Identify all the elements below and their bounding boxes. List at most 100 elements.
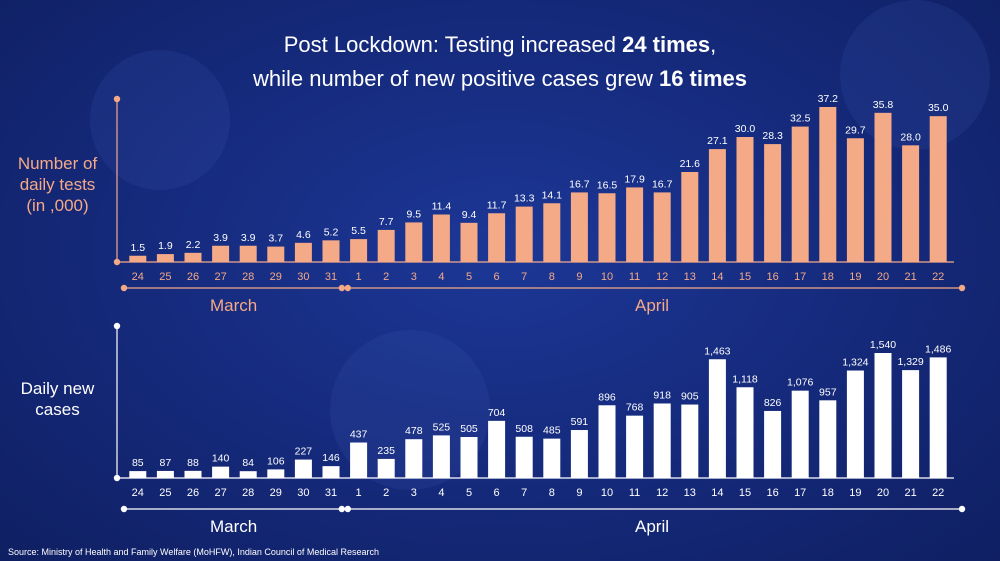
cases-x-tick-label: 26 — [187, 487, 199, 499]
tests-y-axis-dot-top — [113, 95, 121, 103]
tests-bar — [736, 137, 754, 262]
cases-data-label: 768 — [626, 402, 644, 414]
cases-data-label: 485 — [543, 425, 561, 437]
cases-x-tick-label: 8 — [549, 487, 555, 499]
cases-x-tick-label: 24 — [132, 487, 144, 499]
tests-x-tick-label: 15 — [739, 271, 751, 283]
tests-y-axis-label: Number of daily tests (in ,000) — [17, 154, 98, 215]
cases-bar — [570, 430, 588, 478]
cases-data-label: 505 — [460, 423, 478, 435]
tests-data-label: 3.7 — [268, 233, 283, 245]
cases-x-tick-label: 10 — [601, 487, 613, 499]
cases-x-tick-label: 7 — [521, 487, 527, 499]
tests-data-label: 9.5 — [406, 208, 421, 220]
cases-x-tick-label: 5 — [466, 487, 472, 499]
cases-data-label: 87 — [160, 457, 172, 469]
cases-bar — [239, 471, 257, 478]
cases-x-tick-label: 30 — [297, 487, 309, 499]
tests-data-label: 35.0 — [928, 102, 949, 114]
tests-x-tick-label: 17 — [794, 271, 806, 283]
tests-x-tick-label: 7 — [521, 271, 527, 283]
tests-data-label: 16.7 — [652, 178, 673, 190]
background-virus-decoration — [90, 50, 230, 190]
tests-bar — [377, 229, 395, 262]
tests-month-bracket-dot — [958, 284, 966, 292]
cases-data-label: 437 — [350, 429, 368, 441]
tests-x-tick-label: 22 — [932, 271, 944, 283]
cases-bar — [708, 359, 726, 478]
cases-bar — [322, 466, 340, 478]
tests-data-label: 3.9 — [241, 232, 256, 244]
cases-bar — [405, 439, 423, 478]
cases-x-tick-label: 2 — [383, 487, 389, 499]
cases-data-label: 146 — [322, 452, 340, 464]
cases-bar — [543, 438, 561, 478]
tests-x-tick-label: 27 — [214, 271, 226, 283]
cases-x-tick-label: 6 — [494, 487, 500, 499]
source-note: Source: Ministry of Health and Family We… — [8, 547, 379, 557]
tests-data-label: 30.0 — [735, 123, 756, 135]
tests-bar — [570, 192, 588, 262]
tests-x-tick-label: 3 — [411, 271, 417, 283]
tests-data-label: 1.5 — [130, 242, 145, 254]
cases-bar — [819, 400, 837, 478]
tests-x-tick-label: 6 — [494, 271, 500, 283]
tests-data-label: 9.4 — [462, 209, 477, 221]
tests-bar — [488, 213, 506, 262]
tests-bar — [184, 252, 202, 262]
cases-data-label: 84 — [242, 457, 254, 469]
tests-data-label: 5.5 — [351, 225, 366, 237]
month-label-april-cases: April — [635, 517, 670, 536]
month-label-april-tests: April — [635, 296, 670, 315]
tests-bar — [405, 222, 423, 262]
cases-data-label: 85 — [132, 457, 144, 469]
tests-x-tick-label: 19 — [849, 271, 861, 283]
cases-data-label: 106 — [267, 455, 285, 467]
tests-x-tick-label: 1 — [356, 271, 362, 283]
cases-x-tick-label: 1 — [356, 487, 362, 499]
tests-bar — [350, 239, 368, 262]
cases-bar — [156, 470, 174, 478]
cases-x-tick-label: 11 — [629, 487, 640, 499]
tests-data-label: 28.3 — [762, 130, 783, 142]
cases-x-tick-label: 16 — [766, 487, 778, 499]
tests-bar — [819, 107, 837, 262]
tests-x-tick-label: 26 — [187, 271, 199, 283]
cases-bar — [129, 471, 147, 478]
tests-bar — [294, 242, 312, 262]
tests-bar — [708, 149, 726, 262]
cases-x-tick-label: 4 — [438, 487, 444, 499]
tests-x-tick-label: 29 — [270, 271, 282, 283]
tests-x-tick-label: 20 — [877, 271, 889, 283]
cases-bar — [432, 435, 450, 478]
cases-data-label: 235 — [377, 445, 395, 457]
cases-data-label: 508 — [515, 423, 533, 435]
tests-bar — [626, 187, 644, 262]
chart-title: Post Lockdown: Testing increased 24 time… — [252, 32, 748, 91]
cases-bar — [460, 437, 478, 478]
tests-x-tick-label: 18 — [822, 271, 834, 283]
cases-data-label: 1,486 — [925, 343, 951, 355]
cases-x-tick-label: 13 — [684, 487, 696, 499]
tests-bar — [846, 138, 864, 262]
cases-x-tick-label: 14 — [711, 487, 723, 499]
cases-bar — [791, 390, 809, 478]
cases-x-tick-label: 31 — [325, 487, 337, 499]
tests-x-tick-label: 16 — [766, 271, 778, 283]
tests-data-label: 3.9 — [213, 232, 228, 244]
cases-data-label: 140 — [212, 453, 230, 465]
cases-bar — [184, 470, 202, 478]
tests-data-label: 7.7 — [379, 216, 394, 228]
cases-month-bracket-dot — [344, 505, 351, 513]
cases-month-bracket-dot — [120, 505, 128, 513]
cases-bar — [294, 459, 312, 478]
tests-data-label: 5.2 — [324, 226, 339, 238]
cases-data-label: 525 — [433, 421, 451, 433]
tests-bar — [515, 206, 533, 262]
cases-y-axis-dot-top — [113, 322, 121, 330]
cases-data-label: 918 — [653, 389, 671, 401]
tests-bar — [156, 254, 174, 262]
cases-x-tick-label: 21 — [904, 487, 916, 499]
tests-data-label: 17.9 — [624, 173, 645, 185]
